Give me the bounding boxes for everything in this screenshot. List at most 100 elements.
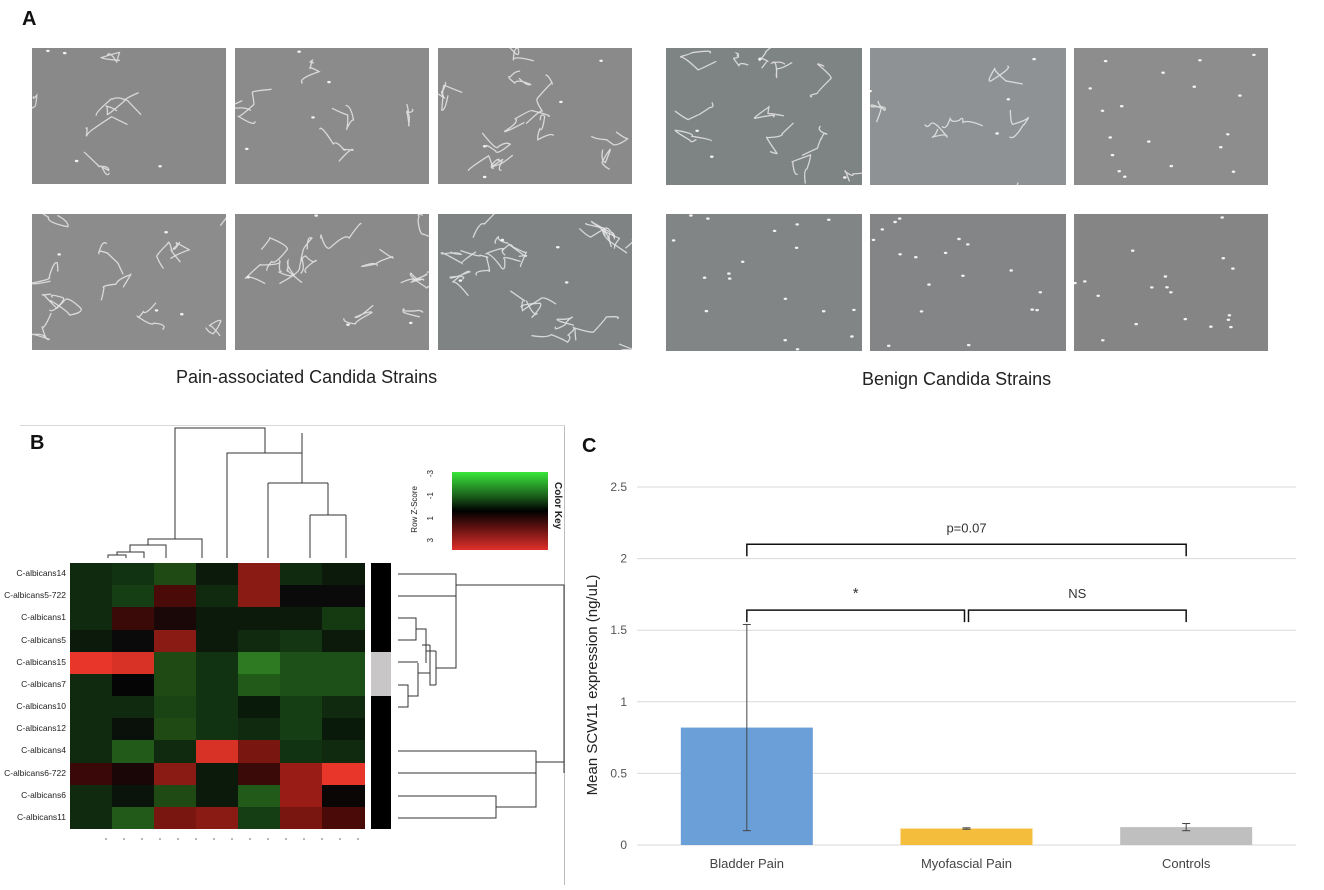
heatmap-cell [280,563,323,586]
heatmap-cell [280,740,323,763]
group-bar-segment [371,806,391,830]
micrograph-tile [666,214,862,351]
heatmap-cell [196,629,239,653]
heatmap-row-label: C-albicans4 [21,745,66,756]
color-key-tick-4: 3 [426,538,435,543]
heatmap-cell [322,629,365,653]
heatmap-cell [70,651,113,675]
heatmap-cell [280,673,323,697]
y-tick-label: 1 [620,695,627,709]
micrograph-tile [870,214,1066,351]
heatmap-row-label: C-albicans6-722 [4,767,66,778]
benign-strains-caption: Benign Candida Strains [862,369,1052,389]
heatmap-cell [70,806,113,830]
group-bar-segment [371,563,391,586]
heatmap-cell [112,718,155,741]
x-category-label: Bladder Pain [710,856,784,871]
x-category-label: Myofascial Pain [921,856,1012,871]
heatmap-cell [196,585,239,608]
panel-a-label: A [22,8,37,30]
heatmap-row-label: C-albicans14 [16,568,66,579]
heatmap-cell [196,762,239,786]
heatmap-cell [322,784,365,808]
heatmap-cell [322,806,365,830]
heatmap-cell [70,718,113,741]
micrograph-tile [235,214,429,350]
panel-b-label: B [30,432,45,454]
heatmap-row-label: C-albicans7 [21,678,66,689]
micrograph-tile [1074,214,1268,351]
heatmap-cell [196,806,239,830]
y-tick-label: 0 [620,838,627,852]
color-key-tick-3: 1 [426,516,435,521]
significance-bracket [746,543,1187,557]
color-key-gradient [452,472,548,550]
heatmap-cell [280,607,323,630]
heatmap-cell [70,563,113,586]
heatmap-cell [70,673,113,697]
row-dendrogram [398,573,565,819]
heatmap-cell [322,740,365,763]
heatmap-cell [154,651,197,675]
significance-label: p=0.07 [946,520,986,535]
group-bar-segment [371,651,391,675]
group-bar-segment [371,762,391,786]
bar [900,828,1033,845]
heatmap-cell [112,629,155,653]
heatmap-cell [112,585,155,608]
group-bar-segment [371,784,391,808]
heatmap-cell [280,806,323,830]
heatmap-cell [154,563,197,586]
heatmap-cell [238,585,281,608]
heatmap-cell [238,718,281,741]
x-category-label: Controls [1162,856,1211,871]
column-ticks [105,838,359,840]
heatmap-cell [322,673,365,697]
y-tick-label: 0.5 [610,766,627,780]
group-bar-segment [371,607,391,630]
heatmap-cell [322,696,365,719]
color-key-axis-label: Row Z-Score [410,486,419,533]
heatmap-cell [322,651,365,675]
heatmap [70,563,365,830]
heatmap-cell [112,607,155,630]
y-tick-label: 1.5 [610,623,627,637]
micrograph-tile [438,48,632,184]
color-key: Color Key Row Z-Score -3 -1 1 3 [404,468,572,558]
heatmap-cell [280,784,323,808]
heatmap-cell [196,607,239,630]
heatmap-cell [280,718,323,741]
heatmap-cell [280,585,323,608]
heatmap-cell [154,806,197,830]
scw11-bar-chart: 0 0.5 1 1.5 2 2.5 Bladder Pain Myofascial Pain… [584,480,1296,871]
pain-strains-caption: Pain-associated Candida Strains [176,367,438,387]
heatmap-cell [112,740,155,763]
group-bar-segment [371,718,391,741]
heatmap-cell [70,629,113,653]
significance-label: NS [1068,586,1086,601]
heatmap-cell [70,585,113,608]
heatmap-cell [196,784,239,808]
group-bar-segment [371,740,391,763]
heatmap-cell [70,607,113,630]
error-bars [742,623,1191,832]
heatmap-cell [112,651,155,675]
heatmap-cell [196,696,239,719]
heatmap-cell [238,651,281,675]
color-key-tick-2: -1 [426,492,435,500]
heatmap-cell [280,629,323,653]
heatmap-cell [154,718,197,741]
heatmap-cell [322,762,365,786]
heatmap-cell [196,651,239,675]
heatmap-cell [238,740,281,763]
panel-b-top-border [20,425,565,426]
micrograph-tile [870,48,1066,185]
heatmap-cell [196,740,239,763]
heatmap-cell [70,762,113,786]
group-bar-segment [371,585,391,608]
heatmap-cell [70,696,113,719]
heatmap-cell [322,585,365,608]
micrograph-tile [666,48,862,185]
heatmap-cell [238,629,281,653]
bar [1120,827,1253,845]
